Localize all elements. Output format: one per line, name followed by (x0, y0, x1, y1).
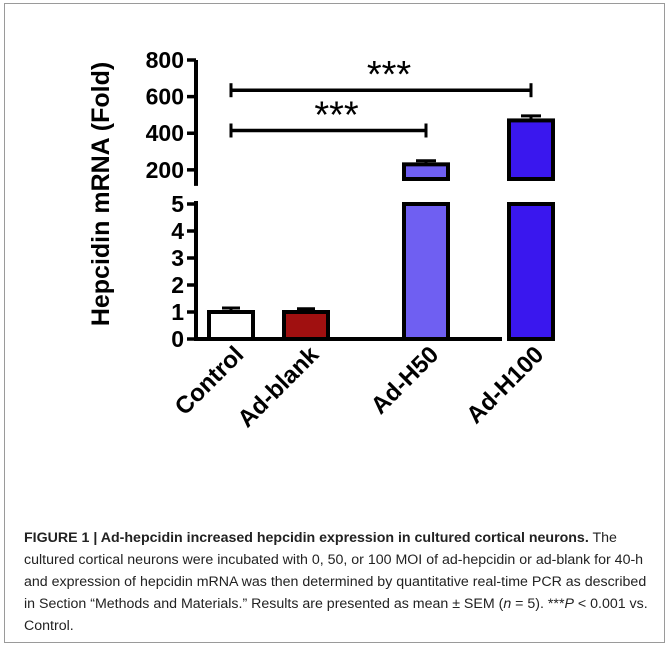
y-tick-label: 800 (146, 47, 184, 73)
bar-lower (507, 202, 555, 341)
significance-label: *** (314, 94, 359, 136)
figure-caption: FIGURE 1 | Ad-hepcidin increased hepcidi… (24, 527, 654, 637)
caption-text-1: The cultured cortical neurons were incub… (24, 530, 647, 612)
caption-p: P (564, 596, 574, 612)
significance-label: *** (367, 54, 412, 96)
y-tick-label: 400 (146, 120, 184, 146)
bar-upper (507, 118, 555, 181)
caption-n: n (503, 596, 512, 612)
y-tick-label: 0 (171, 326, 184, 352)
bars (207, 114, 555, 341)
y-tick-label: 1 (171, 299, 184, 325)
figure-frame: Hepcidin mRNA (Fold) 0 1 2 3 4 5 200 400 600 800 … (4, 3, 665, 643)
y-axis-label: Hepcidin mRNA (Fold) (87, 62, 115, 326)
caption-text-2: = 5). *** (511, 596, 565, 612)
bar-lower (402, 202, 450, 341)
y-tick-label: 3 (171, 245, 184, 271)
y-tick-label: 5 (171, 191, 184, 217)
y-tick-label: 2 (171, 272, 184, 298)
bar (282, 310, 330, 341)
caption-text-3: < 0.001 vs. Control. (24, 596, 648, 634)
y-tick-label: 200 (146, 157, 184, 183)
x-tick-label: Ad-H50 (366, 341, 444, 419)
x-tick-label: Ad-H100 (461, 341, 549, 429)
bar (207, 310, 255, 341)
bar-chart: Hepcidin mRNA (Fold) 012345200400600800 … (87, 47, 555, 433)
x-tick-label: Ad-blank (233, 341, 325, 433)
y-tick-label: 600 (146, 84, 184, 110)
y-tick-label: 4 (171, 218, 184, 244)
bar-upper (402, 162, 450, 182)
caption-label: FIGURE 1 | Ad-hepcidin increased hepcidi… (24, 530, 589, 546)
significance-annotations: ****** (229, 54, 533, 138)
